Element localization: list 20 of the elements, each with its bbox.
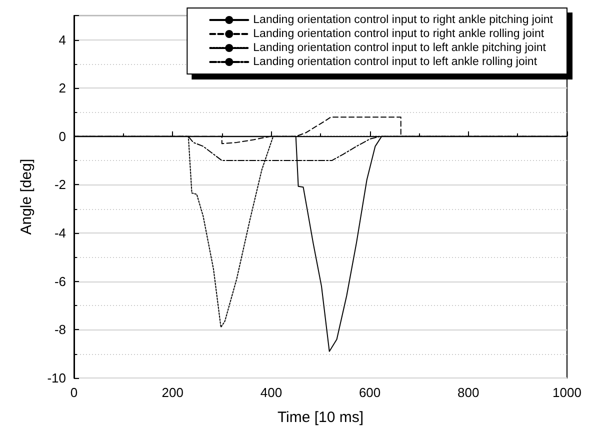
y-tick-label: 2 bbox=[58, 80, 66, 96]
x-tick-label: 0 bbox=[70, 385, 78, 400]
x-tick-label: 600 bbox=[358, 385, 381, 400]
legend-label: Landing orientation control input to left ankle pitching joint bbox=[253, 42, 547, 54]
y-axis-title: Angle [deg] bbox=[18, 158, 35, 235]
x-tick-label: 200 bbox=[162, 385, 184, 400]
legend-label: Landing orientation control input to left ankle rolling joint bbox=[253, 56, 538, 68]
y-tick-label: 0 bbox=[58, 128, 66, 144]
x-axis-title: Time [10 ms] bbox=[277, 409, 364, 426]
y-tick-label: -2 bbox=[54, 177, 66, 192]
y-tick-label: -4 bbox=[54, 226, 66, 241]
x-tick-label: 800 bbox=[458, 385, 480, 400]
legend-label: Landing orientation control input to right ankle rolling joint bbox=[253, 28, 545, 40]
y-tick-label: -6 bbox=[54, 274, 66, 289]
y-tick-label: 4 bbox=[58, 32, 66, 48]
x-tick-label: 400 bbox=[260, 385, 282, 400]
x-tick-label: 1000 bbox=[552, 385, 582, 400]
legend-label: Landing orientation control input to right ankle pitching joint bbox=[253, 14, 554, 26]
y-tick-label: -10 bbox=[47, 370, 66, 386]
y-tick-label: -8 bbox=[54, 322, 66, 338]
